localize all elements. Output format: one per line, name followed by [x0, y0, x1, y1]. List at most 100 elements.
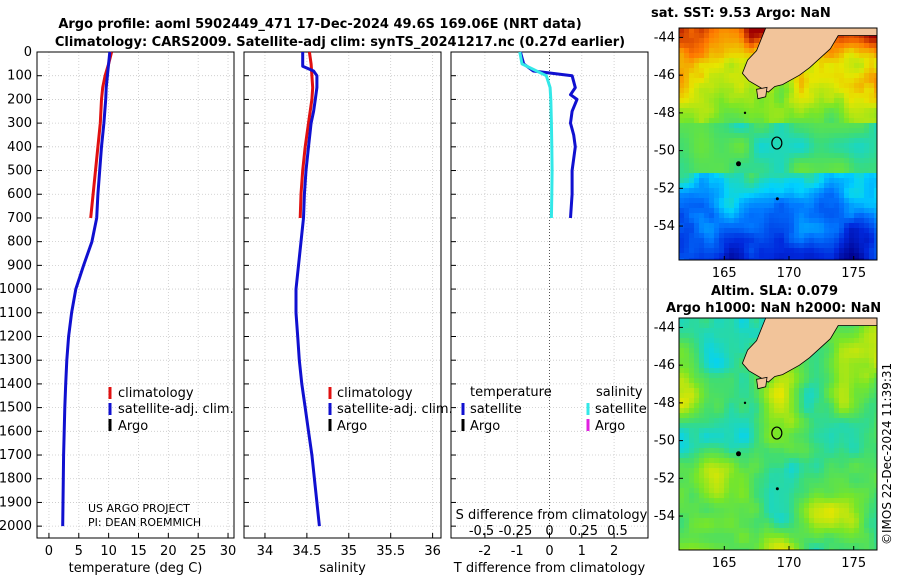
map-cell: [794, 503, 800, 509]
map-cell: [834, 498, 840, 504]
map-cell: [679, 198, 685, 204]
map-cell: [739, 458, 745, 464]
map-cell: [724, 463, 730, 469]
map-cell: [709, 338, 715, 344]
map-cell: [699, 488, 705, 494]
map-cell: [719, 203, 725, 209]
map-cell: [699, 233, 705, 239]
map-cell: [699, 398, 705, 404]
map-cell: [679, 168, 685, 174]
map-cell: [699, 503, 705, 509]
map-cell: [714, 163, 720, 169]
map-cell: [704, 188, 710, 194]
map-cell: [759, 498, 765, 504]
map-cell: [684, 338, 690, 344]
map-cell: [839, 188, 845, 194]
map-cell: [709, 403, 715, 409]
map-cell: [709, 458, 715, 464]
map-cell: [689, 543, 695, 549]
map-cell: [869, 498, 875, 504]
map-cell: [744, 28, 750, 34]
map-cell: [749, 178, 755, 184]
map-cell: [849, 453, 855, 459]
map-cell: [829, 388, 835, 394]
map-cell: [699, 53, 705, 59]
map-cell: [714, 253, 720, 259]
map-cell: [679, 48, 685, 54]
map-cell: [684, 503, 690, 509]
map-cell: [719, 458, 725, 464]
map-cell: [744, 338, 750, 344]
map-cell: [709, 438, 715, 444]
map-cell: [709, 363, 715, 369]
map-cell: [819, 548, 825, 550]
s-diff-tick-label: 0.5: [607, 524, 628, 539]
map-cell: [804, 133, 810, 139]
map-cell: [784, 163, 790, 169]
map-cell: [804, 433, 810, 439]
map-cell: [724, 103, 730, 109]
x-tick-label: -1: [511, 544, 524, 559]
map-cell: [754, 318, 760, 324]
map-cell: [754, 398, 760, 404]
map-cell: [814, 258, 820, 260]
map-cell: [684, 413, 690, 419]
map-cell: [794, 408, 800, 414]
map-cell: [714, 48, 720, 54]
map-cell: [769, 243, 775, 249]
map-cell: [849, 333, 855, 339]
map-cell: [749, 48, 755, 54]
map-cell: [839, 143, 845, 149]
map-cell: [749, 388, 755, 394]
map-cell: [789, 543, 795, 549]
map-cell: [709, 43, 715, 49]
map-cell: [864, 503, 870, 509]
map-cell: [874, 378, 877, 384]
map-cell: [689, 373, 695, 379]
map-cell: [854, 88, 860, 94]
map-cell: [744, 483, 750, 489]
map-cell: [729, 133, 735, 139]
map-cell: [694, 408, 700, 414]
map-cell: [869, 103, 875, 109]
map-cell: [679, 488, 685, 494]
map-cell: [809, 108, 815, 114]
map-cell: [789, 248, 795, 254]
map-cell: [839, 353, 845, 359]
map-cell: [699, 118, 705, 124]
map-cell: [854, 328, 860, 334]
map-cell: [679, 323, 685, 329]
map-cell: [699, 103, 705, 109]
map-cell: [764, 383, 770, 389]
map-cell: [809, 233, 815, 239]
map-cell: [874, 133, 877, 139]
map-cell: [824, 513, 830, 519]
map-cell: [839, 233, 845, 239]
map-frame: [678, 317, 878, 551]
map-cell: [799, 128, 805, 134]
map-cell: [789, 223, 795, 229]
map-cell: [834, 478, 840, 484]
map-cell: [689, 243, 695, 249]
map-cell: [744, 368, 750, 374]
map-cell: [844, 523, 850, 529]
map-cell: [829, 448, 835, 454]
map-cell: [839, 358, 845, 364]
map-cell: [704, 548, 710, 550]
map-cell: [754, 493, 760, 499]
map-cell: [699, 88, 705, 94]
map-cell: [754, 148, 760, 154]
map-cell: [819, 68, 825, 74]
map-cell: [804, 413, 810, 419]
map-cell: [694, 68, 700, 74]
map-cell: [759, 483, 765, 489]
map-cell: [779, 518, 785, 524]
map-cell: [724, 448, 730, 454]
map-cell: [724, 528, 730, 534]
map-cell: [714, 323, 720, 329]
map-cell: [769, 543, 775, 549]
map-cell: [694, 548, 700, 550]
map-cell: [679, 388, 685, 394]
map-cell: [694, 108, 700, 114]
map-cell: [719, 148, 725, 154]
